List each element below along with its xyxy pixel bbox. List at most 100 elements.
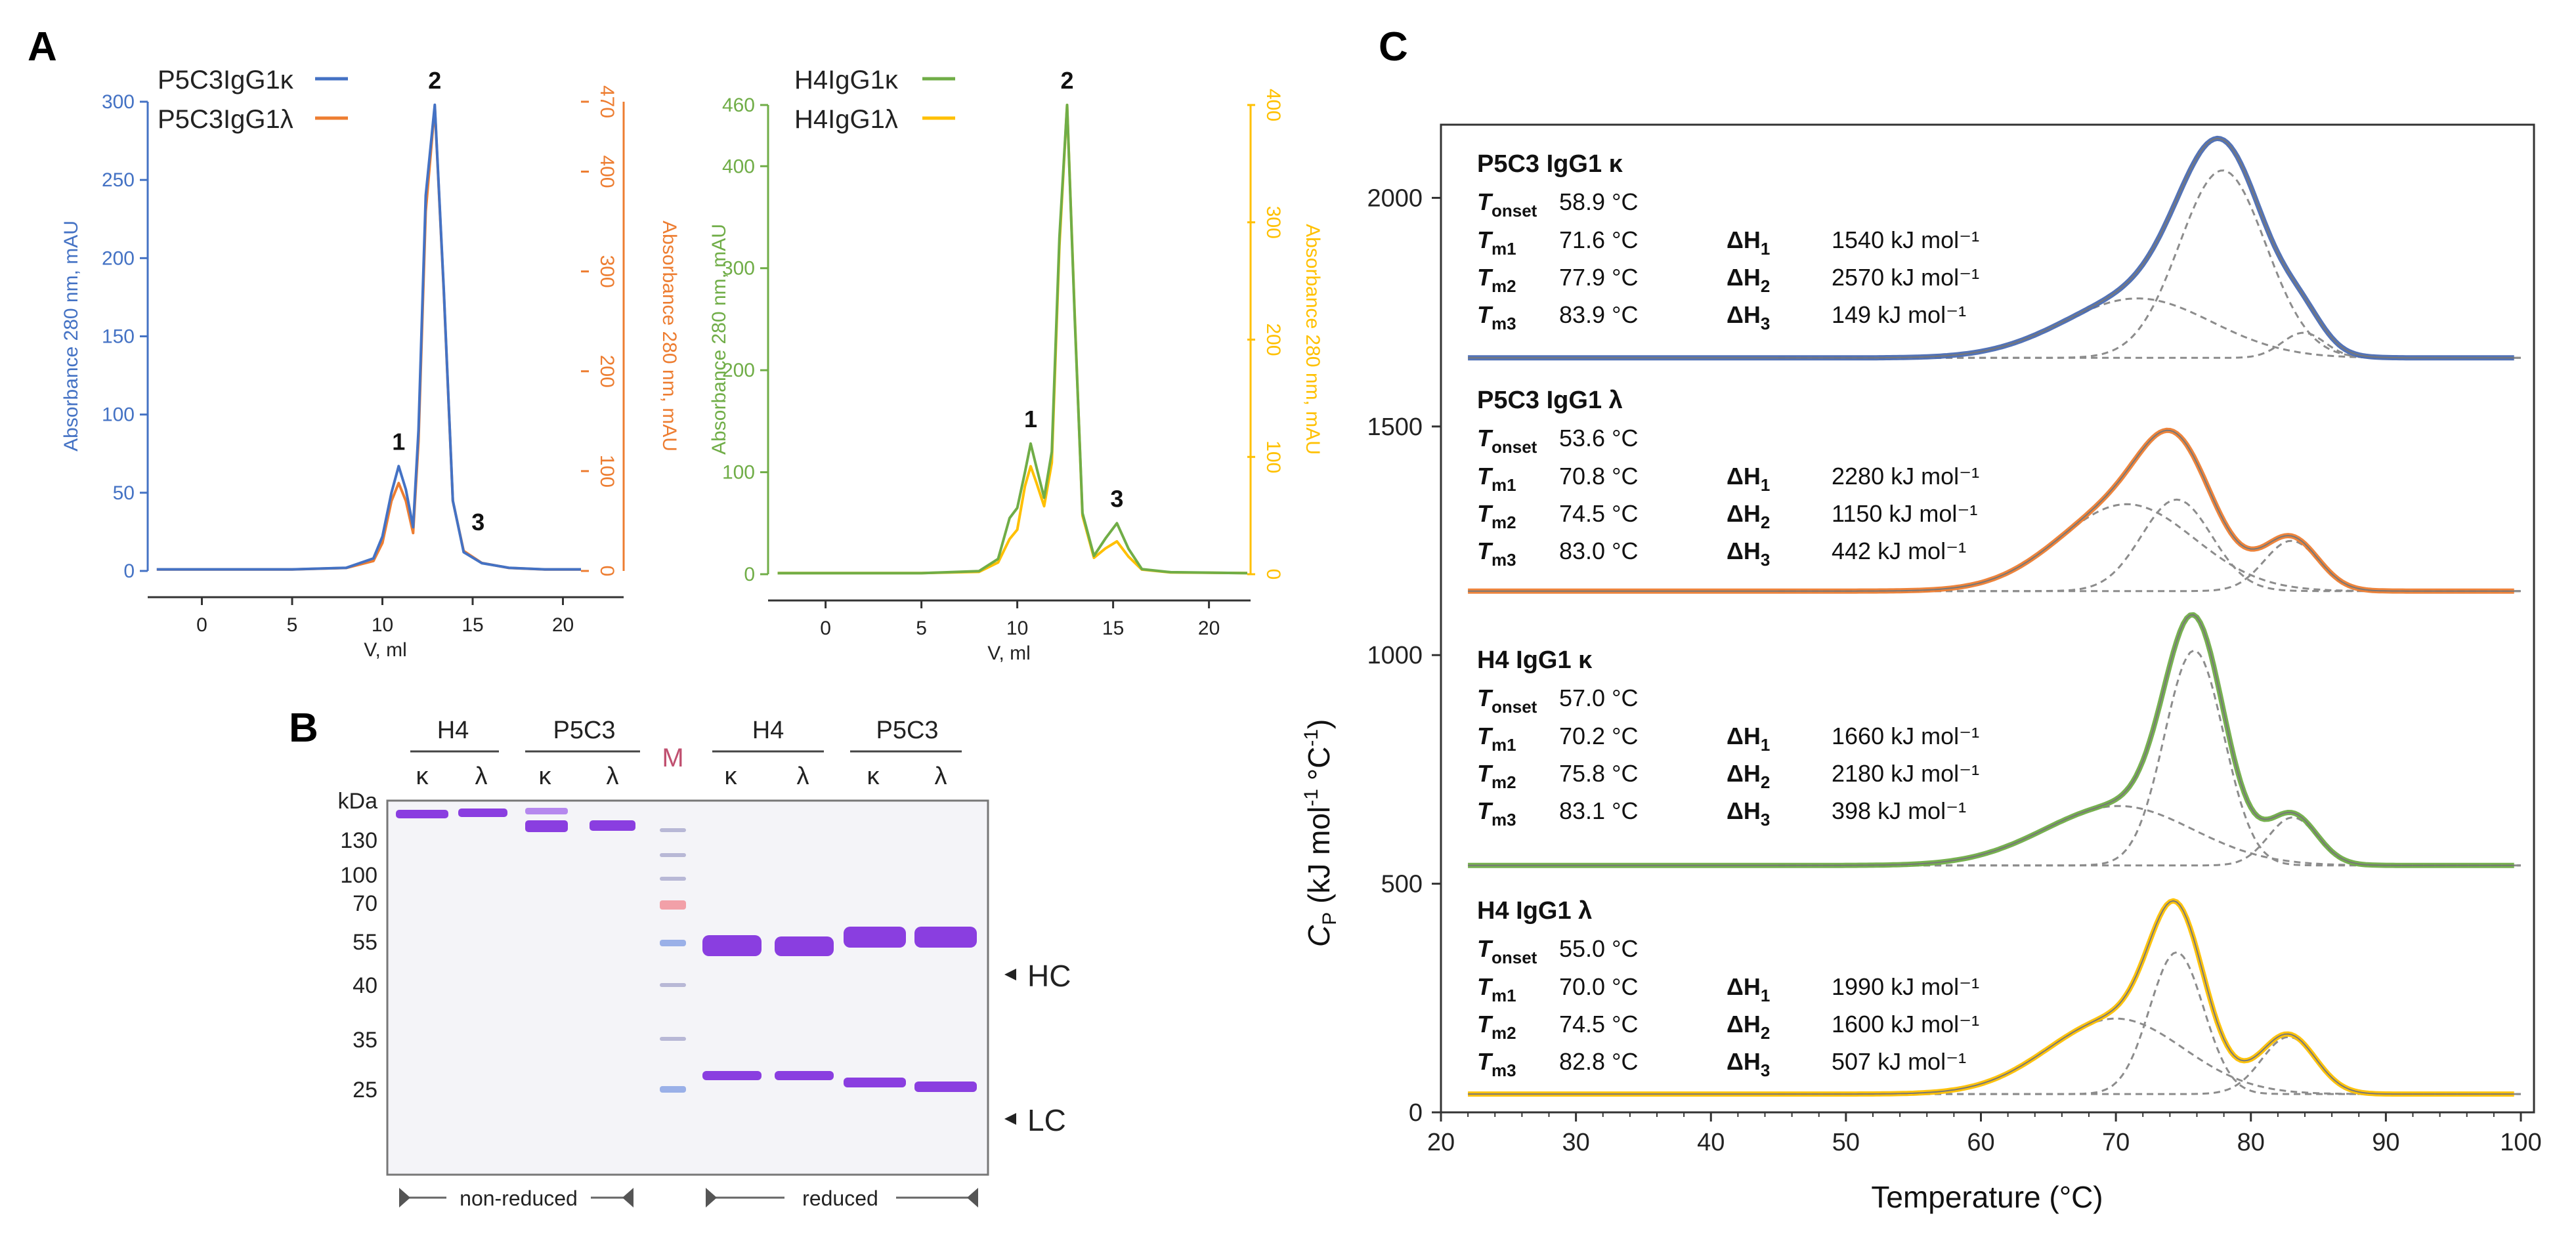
c-ann-3-tm1-label: Tm1 — [1477, 723, 1516, 755]
gel-lane-label-7: λ — [797, 763, 809, 790]
a2-ytick-left-label: 0 — [744, 564, 755, 585]
gel-frame — [386, 799, 989, 1176]
c-ann-4-dh3-label: ΔH3 — [1727, 1048, 1770, 1080]
a2-xtick-label: 15 — [1102, 618, 1124, 639]
c-xtick-label: 100 — [2500, 1129, 2541, 1156]
panel-label-a: A — [28, 24, 57, 70]
a1-ytick-right-label: 0 — [596, 566, 618, 577]
c-ytick-label: 1000 — [1367, 642, 1423, 669]
c-ann-4-dh2-symbol: ΔH — [1727, 1011, 1761, 1038]
c-series-3-fit-sum — [1468, 614, 2514, 866]
c-ann-1-dh2-sub: 2 — [1761, 276, 1770, 296]
c-ytick-label: 2000 — [1367, 184, 1423, 212]
a1-ytick-left-label: 150 — [102, 326, 135, 348]
c-ann-4-onset-value: 55.0 °C — [1559, 935, 1638, 962]
a1-ytick-left-label: 100 — [102, 404, 135, 426]
a1-peak-label-1: 1 — [392, 428, 405, 455]
gel-band-h4-k-hc — [702, 935, 762, 956]
c-ann-2-dh1-symbol: ΔH — [1727, 463, 1761, 490]
gel-marker-100: 100 — [340, 863, 377, 888]
c-ann-3-dh2-sub: 2 — [1761, 772, 1770, 792]
c-ann-2-dh1-sub: 1 — [1761, 475, 1770, 495]
a2-ytick-right-label: 300 — [1262, 206, 1284, 239]
a1-ylabel-right: Absorbance 280 nm, mAU — [658, 220, 680, 452]
c-xtick-label: 20 — [1427, 1129, 1455, 1156]
a1-legend-2-label: P5C3IgG1λ — [158, 105, 293, 134]
c-ann-3-dh3-value: 398 kJ mol⁻¹ — [1832, 797, 1966, 824]
a2-peak-label-2: 2 — [1061, 67, 1074, 94]
a1-xlabel: V, ml — [364, 639, 407, 661]
gel-lane-label-9: λ — [935, 763, 947, 790]
c-ann-1-onset-symbol: T — [1477, 188, 1493, 215]
a1-ylabel-left: Absorbance 280 nm, mAU — [60, 220, 82, 452]
a1-ytick-right-label: 300 — [596, 255, 618, 288]
c-series-3-fit-peak-3 — [1778, 816, 2521, 867]
c-ann-2-dh2-symbol: ΔH — [1727, 500, 1761, 527]
dsc-thermograms: 20 30 40 50 60 70 80 90 100 0 500 1000 1500 2000 Tem… — [1300, 123, 2542, 1214]
a1-xtick-label: 10 — [372, 614, 393, 636]
gel-lane-label-3: κ — [539, 763, 552, 790]
a1-xtick-label: 0 — [196, 614, 207, 636]
gel-ladder-band — [660, 877, 686, 881]
c-series-3-fit-peak-2 — [1778, 649, 2521, 867]
c-ann-2-onset-sub: onset — [1492, 437, 1537, 457]
c-ylabel-sup1: -1 — [1300, 789, 1322, 807]
c-ann-2-dh3-symbol: ΔH — [1727, 537, 1761, 564]
c-ann-4-tm2-value: 74.5 °C — [1559, 1011, 1638, 1038]
c-ann-1-dh1-value: 1540 kJ mol⁻¹ — [1832, 226, 1979, 253]
gel-lc-label: LC — [1027, 1103, 1066, 1137]
c-ann-4-dh3-value: 507 kJ mol⁻¹ — [1832, 1048, 1966, 1075]
chromatogram-p5c3: 0 5 10 15 20 0 50 100 150 200 250 300 0 100 200 300 40… — [60, 66, 680, 661]
a1-series-1-line — [156, 103, 581, 571]
gel-lane-label-2: λ — [475, 763, 488, 790]
c-ann-3-dh1-label: ΔH1 — [1727, 723, 1770, 755]
a2-ytick-left-label: 400 — [722, 156, 755, 177]
c-ann-3-onset-value: 57.0 °C — [1559, 684, 1638, 711]
a2-ytick-right-label: 100 — [1262, 440, 1284, 473]
c-ann-3-tm2-value: 75.8 °C — [1559, 760, 1638, 787]
gel-marker-35: 35 — [353, 1028, 377, 1053]
gel-band-p5c3-k-lc — [844, 1078, 906, 1087]
c-ann-3-dh2-label: ΔH2 — [1727, 760, 1770, 792]
c-ann-1-dh1-sub: 1 — [1761, 239, 1770, 259]
gel-lc-arrow — [1004, 1113, 1016, 1125]
c-ann-4-tm3-label: Tm3 — [1477, 1048, 1516, 1080]
c-ytick-label: 1500 — [1367, 413, 1423, 441]
c-ann-1-tm3-value: 83.9 °C — [1559, 301, 1638, 328]
c-ann-2-dh2-value: 1150 kJ mol⁻¹ — [1832, 500, 1977, 527]
c-xtick-label: 90 — [2372, 1129, 2399, 1156]
c-series-4-fit-sum — [1468, 900, 2514, 1095]
gel-lane-label-8: κ — [867, 763, 880, 790]
gel-ladder-band — [660, 983, 686, 987]
gel-group-p5c3-nonreduced: P5C3 — [553, 717, 615, 744]
gel-marker-40: 40 — [353, 973, 377, 998]
gel-hc-arrow — [1004, 969, 1016, 980]
c-ann-1-title: P5C3 IgG1 κ — [1477, 150, 1623, 178]
a2-axes — [767, 105, 1252, 602]
gel-kda-label: kDa — [338, 789, 378, 814]
c-ylabel: CP (kJ mol-1 °C-1) — [1300, 719, 1341, 947]
c-ann-2-tm3-value: 83.0 °C — [1559, 537, 1638, 564]
a2-ytick-left-label: 200 — [722, 360, 755, 381]
c-ann-1-dh3-sub: 3 — [1761, 314, 1770, 333]
gel-ladder-band — [660, 853, 686, 857]
c-ylabel-mid: °C — [1302, 747, 1336, 789]
gel-reduced-label: reduced — [802, 1186, 878, 1210]
c-ann-1-dh3-symbol: ΔH — [1727, 301, 1761, 328]
c-ann-3-tm1-symbol: T — [1477, 723, 1493, 749]
gel-marker-70: 70 — [353, 891, 377, 916]
c-ann-4-tm3-symbol: T — [1477, 1048, 1493, 1075]
c-ann-4-dh2-sub: 2 — [1761, 1023, 1770, 1043]
c-ylabel-sub: P — [1319, 912, 1341, 925]
c-ann-2-tm3-sub: m3 — [1492, 550, 1516, 570]
gel-band-p5c3-k-hc — [844, 927, 906, 948]
a1-ytick-right-label: 200 — [596, 355, 618, 388]
gel-band-h4-l-hc — [775, 936, 834, 956]
c-xtick-label: 40 — [1697, 1129, 1725, 1156]
c-ann-4-tm2-sub: m2 — [1492, 1023, 1516, 1043]
a1-ytick-left-label: 300 — [102, 91, 135, 113]
c-ann-4-dh1-sub: 1 — [1761, 986, 1770, 1005]
c-xtick-label: 50 — [1832, 1129, 1860, 1156]
gel-marker-55: 55 — [353, 930, 377, 955]
